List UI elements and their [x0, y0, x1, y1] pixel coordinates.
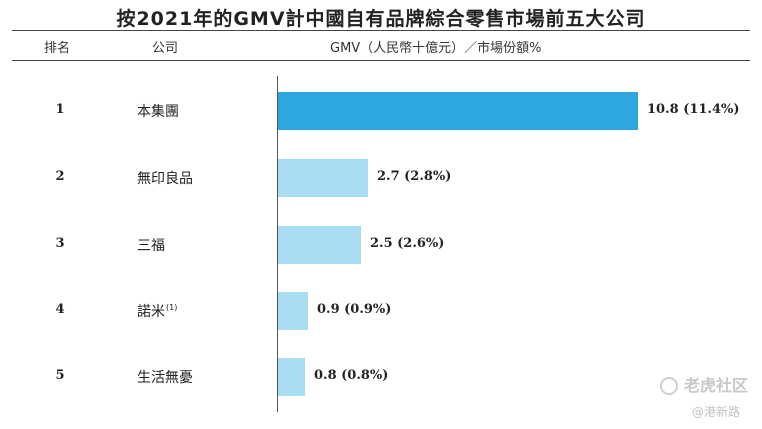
company-label-2: 無印良品	[137, 171, 193, 187]
bar-1	[278, 92, 638, 130]
bar-5	[278, 358, 305, 396]
rank-3: 3	[55, 236, 65, 251]
company-label-5: 生活無憂	[137, 370, 193, 386]
company-label-3: 三福	[137, 238, 165, 254]
value-label-4: 0.9 (0.9%)	[317, 302, 392, 317]
header-bottom-rule	[12, 60, 750, 61]
header-top-rule	[12, 30, 750, 31]
company-label-1: 本集團	[137, 104, 179, 120]
company-footnote-4: (1)	[166, 303, 178, 312]
bar-3	[278, 226, 361, 264]
value-label-1: 10.8 (11.4%)	[647, 102, 740, 117]
value-label-2: 2.7 (2.8%)	[377, 169, 452, 184]
watermark-text: 老虎社区	[683, 376, 748, 395]
rank-4: 4	[55, 302, 65, 317]
rank-5: 5	[55, 368, 65, 383]
bar-2	[278, 159, 368, 197]
tiger-logo-icon	[659, 377, 678, 395]
rank-2: 2	[55, 169, 65, 184]
header-rank: 排名	[44, 41, 71, 56]
chart-axis-line	[277, 76, 278, 412]
watermark-handle: @港新路	[691, 405, 740, 419]
watermark: 老虎社区	[659, 372, 748, 396]
company-label-4: 諾米(1)	[137, 303, 178, 320]
header-company: 公司	[152, 41, 179, 56]
rank-1: 1	[55, 102, 65, 117]
header-gmv: GMV（人民幣十億元）／市場份額%	[330, 41, 542, 56]
chart-title: 按2021年的GMV計中國自有品牌綜合零售市場前五大公司	[116, 8, 646, 30]
value-label-3: 2.5 (2.6%)	[370, 236, 445, 251]
value-label-5: 0.8 (0.8%)	[314, 368, 389, 383]
bar-4	[278, 292, 308, 330]
